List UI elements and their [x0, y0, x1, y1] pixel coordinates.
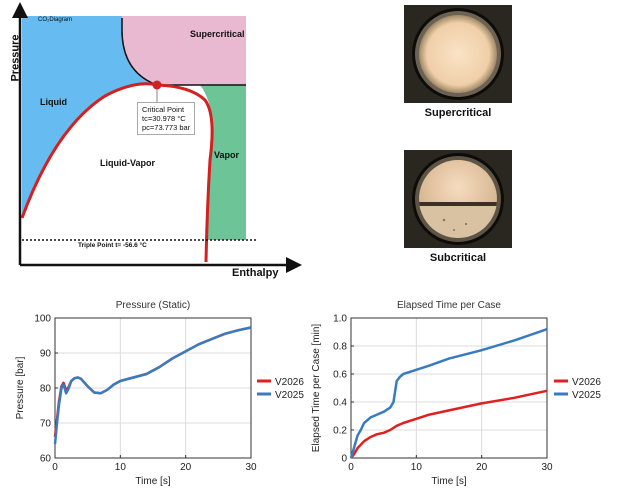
y-tick-label: 0.4	[333, 398, 347, 409]
phase-diagram	[12, 2, 302, 273]
chart-pressure-title: Pressure (Static)	[115, 300, 191, 311]
enthalpy-axis-label: Enthalpy	[232, 267, 279, 279]
y-tick-label: 90	[40, 349, 52, 360]
pressure-axis-label: Pressure	[9, 34, 22, 82]
y-axis-label: Elapsed Time per Case [min]	[311, 324, 322, 453]
y-axis-label: Pressure [bar]	[15, 356, 26, 419]
x-tick-label: 0	[52, 462, 58, 473]
x-tick-label: 0	[348, 462, 354, 473]
critical-point-marker	[152, 80, 162, 90]
x-axis-label: Time [s]	[135, 476, 170, 487]
liquid-region	[22, 16, 157, 218]
series-line-v2025	[349, 328, 548, 459]
liquid-vapor-label: Liquid-Vapor	[100, 158, 155, 168]
x-tick-label: 10	[115, 462, 127, 473]
diagram-title: CO₂Diagram	[38, 17, 73, 23]
legend-label-v2025: V2025	[572, 390, 601, 401]
supercritical-region	[122, 16, 246, 85]
y-tick-label: 0	[341, 454, 347, 465]
y-tick-label: 0.8	[333, 342, 347, 353]
pressure-axis-arrow	[12, 2, 28, 18]
saturation-curve	[20, 82, 214, 263]
y-tick-label: 60	[40, 454, 52, 465]
x-tick-label: 20	[180, 462, 192, 473]
subcritical-caption: Subcritical	[429, 252, 487, 264]
y-tick-label: 0.6	[333, 370, 347, 381]
series-line-v2026	[350, 389, 548, 459]
chart-pressure: 0 10 20 30 60 70 80 90 100 Time [s] Pressure [bar]…	[15, 314, 304, 488]
y-tick-label: 70	[40, 419, 52, 430]
plot-frame	[350, 317, 548, 459]
critical-pressure: pᴄ=73.773 bar	[142, 123, 191, 132]
vapor-region	[200, 85, 246, 240]
critical-point-label: Critical Point	[142, 105, 185, 114]
y-tick-label: 80	[40, 384, 52, 395]
x-tick-label: 30	[245, 462, 257, 473]
legend-label-v2025: V2025	[275, 390, 304, 401]
critical-temperature: tᴄ=30.978 °C	[142, 114, 186, 123]
x-tick-label: 20	[476, 462, 488, 473]
triple-point-label: Triple Point t= -56.6 °C	[78, 242, 147, 249]
supercritical-label: Supercritical	[190, 29, 245, 39]
subcritical-photo	[404, 150, 512, 248]
x-tick-label: 30	[541, 462, 553, 473]
y-tick-label: 0.2	[333, 426, 347, 437]
liquid-label: Liquid	[40, 97, 67, 107]
y-tick-label: 100	[34, 314, 51, 325]
chart-elapsed: 0 10 20 30 0 0.2 0.4 0.6 0.8 1.0 Time [s] Elapsed T…	[311, 314, 601, 488]
y-tick-label: 1.0	[333, 314, 347, 325]
legend-label-v2026: V2026	[572, 377, 601, 388]
critical-point-box: Critical Point tᴄ=30.978 °C pᴄ=73.773 ba…	[137, 102, 196, 135]
series-line-v2025	[53, 326, 252, 445]
x-axis-label: Time [s]	[431, 476, 466, 487]
supercritical-photo	[404, 5, 512, 103]
x-tick-label: 10	[411, 462, 423, 473]
chart-elapsed-title: Elapsed Time per Case	[397, 300, 501, 311]
legend-label-v2026: V2026	[275, 377, 304, 388]
supercritical-caption: Supercritical	[424, 107, 492, 119]
enthalpy-axis-arrow	[286, 257, 302, 273]
vapor-label: Vapor	[214, 150, 240, 160]
